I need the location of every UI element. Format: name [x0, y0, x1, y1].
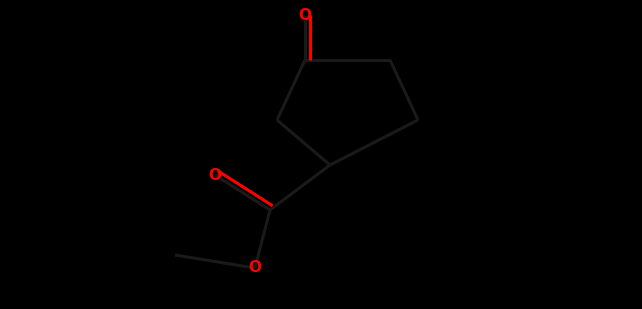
Text: O: O [299, 7, 311, 23]
Text: O: O [248, 260, 261, 276]
Text: O: O [209, 167, 221, 183]
